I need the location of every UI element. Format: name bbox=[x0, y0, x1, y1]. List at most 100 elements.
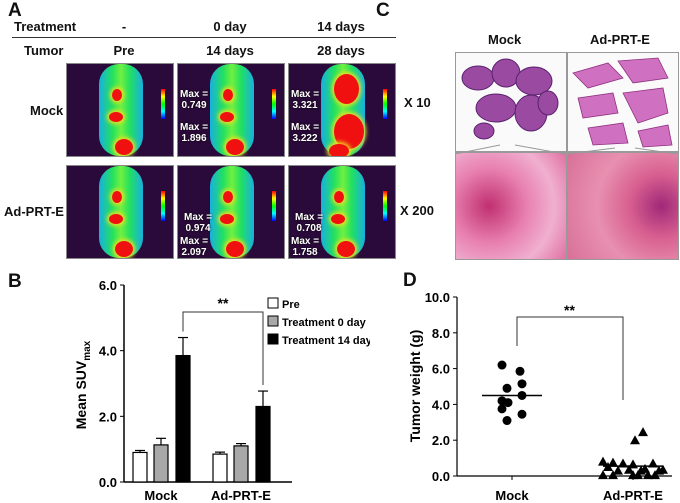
hotspot bbox=[334, 114, 364, 149]
max-suv-annotation: Max = 3.321 bbox=[291, 89, 320, 111]
hotspot bbox=[115, 139, 133, 155]
x-tick-label: Mock bbox=[495, 488, 529, 503]
data-point bbox=[598, 470, 608, 480]
x-tick-label: Ad-PRT-E bbox=[211, 488, 271, 503]
pet-image: Max = 0.749 Max = 1.896 bbox=[177, 63, 285, 157]
y-tick-label: 4.0 bbox=[432, 397, 450, 412]
row-label-mock: Mock bbox=[30, 103, 64, 118]
histology-ad-prt-e-x10 bbox=[567, 52, 679, 152]
tumor-header: Tumor bbox=[24, 43, 64, 58]
treatment-header: Treatment bbox=[14, 19, 77, 34]
data-point bbox=[654, 465, 664, 475]
bar bbox=[212, 453, 228, 483]
col-tumor: 14 days bbox=[206, 43, 254, 58]
data-point bbox=[633, 470, 643, 480]
hotspot bbox=[329, 144, 349, 156]
max-suv-annotation: Max = 0.708 bbox=[295, 212, 324, 234]
data-point bbox=[517, 379, 527, 389]
pet-image: Max = 0.708 Max = 1.758 bbox=[288, 165, 396, 259]
y-tick-label: 0.0 bbox=[99, 475, 117, 490]
color-scale-bar bbox=[272, 89, 276, 119]
legend-label: Treatment 0 day bbox=[282, 317, 367, 329]
y-axis-label: Mean SUVmax bbox=[73, 340, 93, 429]
row-label-ad-prt-e: Ad-PRT-E bbox=[4, 204, 64, 219]
data-point bbox=[624, 464, 634, 474]
col-mock: Mock bbox=[488, 32, 522, 47]
y-tick-label: 6.0 bbox=[99, 278, 117, 293]
hotspot bbox=[226, 139, 244, 155]
bar bbox=[153, 444, 169, 483]
y-tick-label: 10.0 bbox=[425, 290, 450, 305]
hotspot bbox=[223, 191, 233, 203]
bar bbox=[175, 354, 191, 483]
color-scale-bar bbox=[383, 89, 387, 119]
max-suv-annotation: Max = 0.974 bbox=[184, 212, 213, 234]
data-point bbox=[502, 383, 512, 393]
data-point bbox=[598, 456, 608, 466]
legend-swatch bbox=[267, 315, 279, 327]
data-point bbox=[515, 366, 525, 376]
hotspot bbox=[223, 89, 233, 101]
data-point bbox=[613, 465, 623, 475]
data-point bbox=[618, 458, 628, 468]
y-tick-label: 4.0 bbox=[99, 344, 117, 359]
col-treatment: 0 day bbox=[213, 19, 247, 34]
row-x10: X 10 bbox=[404, 95, 431, 110]
significance-label: ** bbox=[564, 302, 575, 318]
pet-image bbox=[66, 63, 174, 157]
color-scale-bar bbox=[161, 191, 165, 221]
significance-bracket bbox=[182, 311, 264, 386]
hotspot bbox=[220, 214, 234, 224]
x-tick-label: Ad-PRT-E bbox=[603, 488, 663, 503]
max-suv-annotation: Max = 0.749 bbox=[180, 89, 209, 111]
col-treatment: 14 days bbox=[317, 19, 365, 34]
histology-mock-x10 bbox=[455, 52, 567, 152]
histology-mock-x200 bbox=[455, 152, 567, 260]
bar bbox=[255, 405, 271, 483]
chart-b: 0.0 2.0 4.0 6.0 Mean SUVmax Mock Ad-PRT-E ** Pre… bbox=[73, 278, 370, 503]
panel-c-label: C bbox=[376, 0, 390, 21]
y-axis-label: Tumor weight (g) bbox=[407, 330, 423, 443]
col-treatment: - bbox=[121, 19, 127, 34]
hotspot bbox=[109, 112, 123, 122]
bar bbox=[233, 445, 249, 483]
histology-ad-prt-e-x200 bbox=[567, 152, 679, 260]
pet-image: Max = 3.321 Max = 3.222 bbox=[288, 63, 396, 157]
hotspot bbox=[334, 74, 359, 104]
hotspot bbox=[112, 191, 122, 203]
data-point bbox=[648, 458, 658, 468]
significance-bracket bbox=[516, 316, 624, 400]
hotspot bbox=[334, 191, 344, 203]
y-tick-label: 0.0 bbox=[432, 469, 450, 484]
y-tick-label: 2.0 bbox=[99, 409, 117, 424]
max-suv-annotation: Max = 1.896 bbox=[180, 122, 209, 144]
y-tick-label: 2.0 bbox=[432, 433, 450, 448]
legend-swatch bbox=[267, 297, 279, 309]
max-suv-annotation: Max = 3.222 bbox=[291, 122, 320, 144]
bar bbox=[132, 451, 148, 483]
col-tumor: 28 days bbox=[317, 43, 365, 58]
col-tumor: Pre bbox=[113, 43, 135, 58]
x-tick-label: Mock bbox=[144, 488, 178, 503]
data-point bbox=[497, 360, 507, 370]
data-point bbox=[608, 457, 618, 467]
data-point bbox=[497, 404, 507, 414]
data-point bbox=[517, 409, 527, 419]
data-point bbox=[608, 470, 618, 480]
hotspot bbox=[109, 214, 123, 224]
color-scale-bar bbox=[272, 191, 276, 221]
col-ad-prt-e: Ad-PRT-E bbox=[590, 32, 650, 47]
panel-b-label: B bbox=[8, 271, 22, 292]
color-scale-bar bbox=[161, 89, 165, 119]
y-tick-label: 6.0 bbox=[432, 362, 450, 377]
panel-a-label: A bbox=[8, 0, 22, 21]
data-point bbox=[643, 470, 653, 480]
hotspot bbox=[220, 112, 234, 122]
zoom-connector-lines bbox=[455, 144, 678, 155]
data-point bbox=[630, 435, 640, 445]
legend-label: Treatment 14 days bbox=[282, 335, 370, 347]
data-point bbox=[502, 416, 512, 426]
hotspot bbox=[331, 214, 345, 224]
row-x200: X 200 bbox=[400, 203, 434, 218]
